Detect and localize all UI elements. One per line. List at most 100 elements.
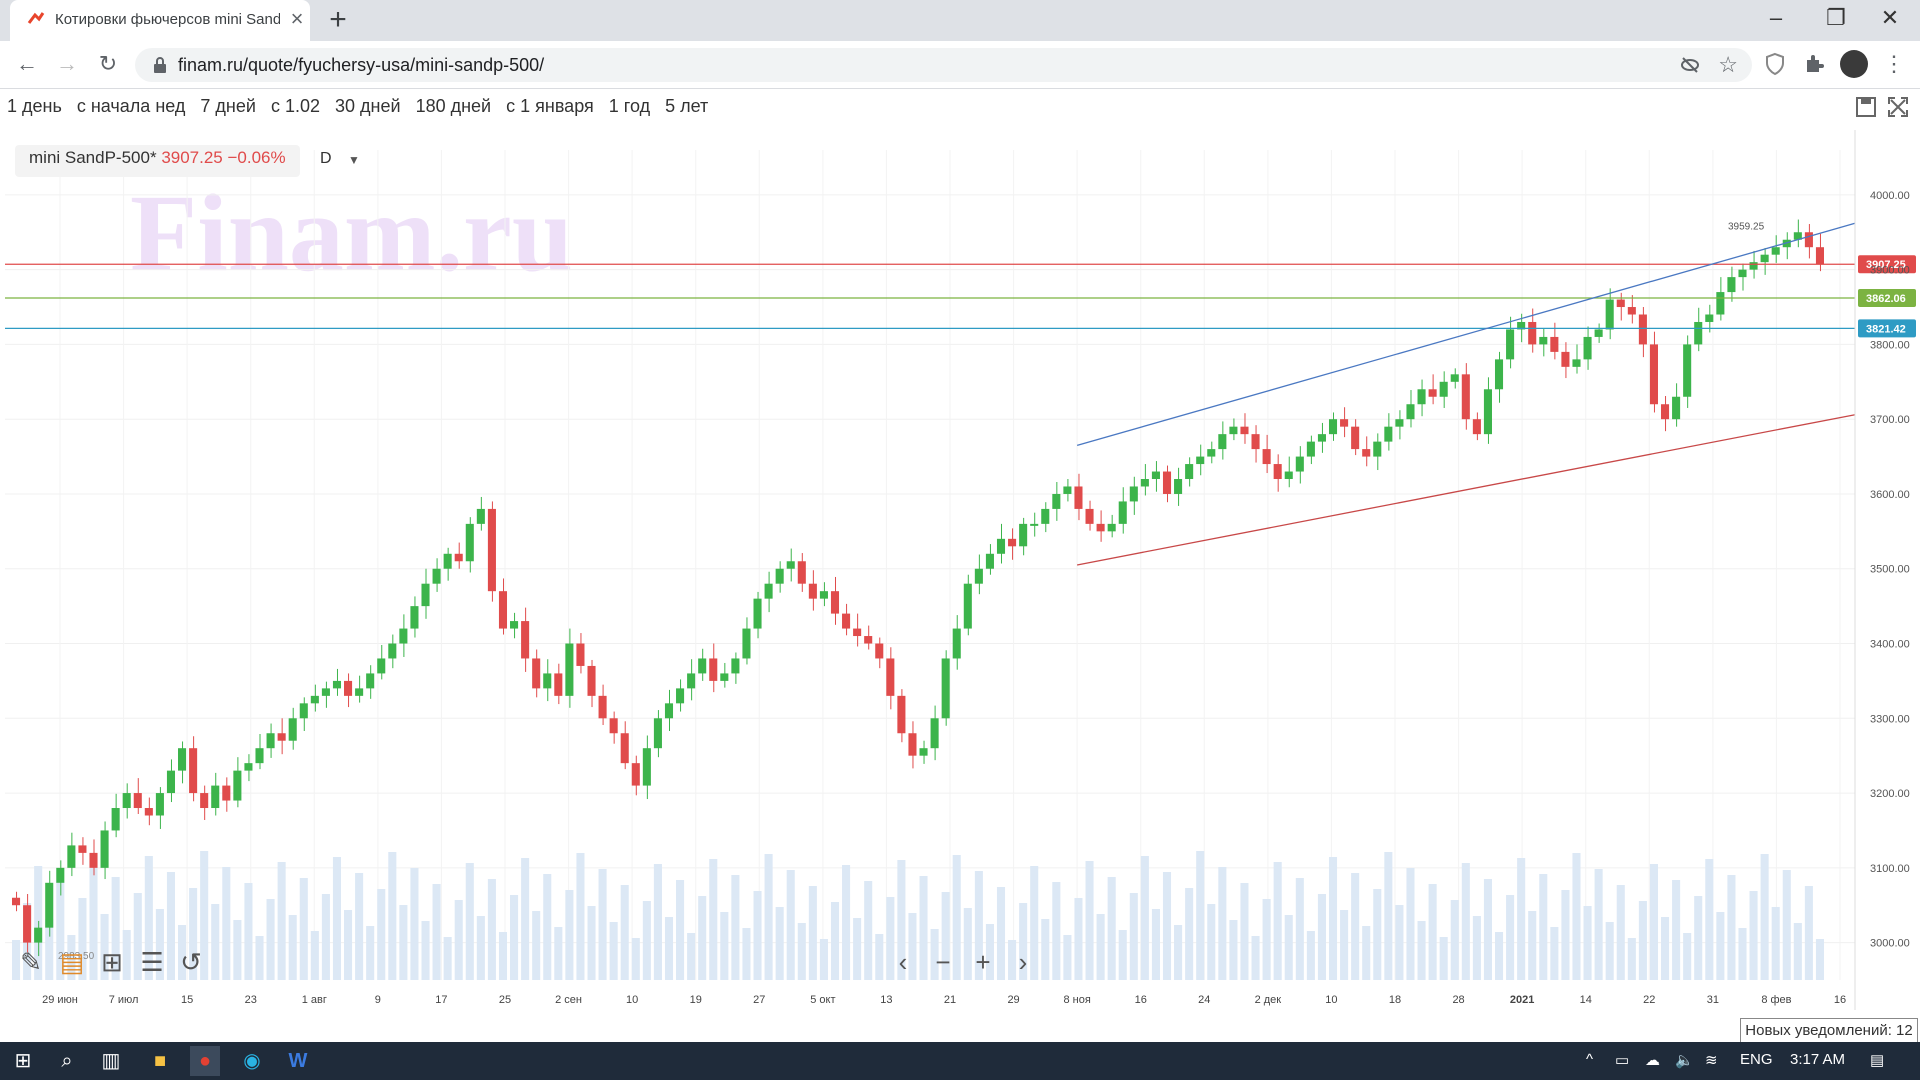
tray-chevron-icon[interactable]: ^ (1586, 1051, 1594, 1068)
volume-icon[interactable]: 🔈 (1675, 1052, 1694, 1069)
y-tick-label: 3400.00 (1870, 639, 1910, 651)
volume-bar (808, 886, 817, 980)
volume-bar (432, 884, 441, 980)
edge-icon[interactable]: ◉ (243, 1050, 261, 1072)
language-indicator[interactable]: ENG (1740, 1051, 1773, 1068)
period-week-to-date[interactable]: с начала нед (76, 96, 186, 116)
candle (908, 733, 917, 756)
back-icon[interactable]: ← (16, 51, 38, 76)
candle (1528, 321, 1537, 345)
candle (709, 658, 718, 681)
add-indicator-icon[interactable]: ⊞ (101, 947, 123, 977)
x-tick-label: 15 (181, 994, 193, 1006)
timeframe-dropdown-icon[interactable]: ▼ (348, 153, 360, 167)
windows-start-icon[interactable]: ⊞ (14, 1050, 32, 1072)
search-icon[interactable]: ⌕ (61, 1050, 73, 1072)
chrome-taskbar-icon[interactable]: ● (190, 1046, 220, 1076)
shield-extension-icon[interactable] (1763, 52, 1787, 76)
period-7-days[interactable]: 7 дней (200, 96, 256, 116)
candle (1229, 426, 1238, 435)
period-180-days[interactable]: 180 дней (415, 96, 492, 116)
onedrive-icon[interactable]: ☁ (1645, 1052, 1660, 1069)
time-axis: 29 июн 7 июл 15 23 1 авг 9 17 25 2 сен 10 19 27 5 ок… (42, 994, 1846, 1006)
volume-bar (144, 856, 153, 980)
scroll-right-icon[interactable]: › (1018, 947, 1028, 977)
volume-bar (388, 852, 397, 980)
candle (1483, 389, 1492, 435)
candle (1506, 329, 1515, 360)
extensions-puzzle-icon[interactable] (1802, 52, 1826, 76)
draw-brush-icon[interactable]: ✎ (20, 947, 42, 977)
candle (277, 733, 286, 741)
candle (45, 882, 54, 928)
word-icon[interactable]: W (288, 1050, 308, 1072)
notifications-toast[interactable]: Новых уведомлений: 12 (1740, 1018, 1918, 1044)
volume-bar (1793, 923, 1802, 980)
y-tick-label: 3900.00 (1870, 265, 1910, 277)
period-1-day[interactable]: 1 день (7, 96, 62, 116)
candle (1705, 314, 1714, 322)
volume-bar (1638, 901, 1647, 980)
profile-avatar[interactable] (1840, 50, 1868, 78)
candles (12, 219, 1824, 957)
volume-bar (1118, 930, 1127, 980)
volume-bar (1085, 861, 1094, 980)
volume-bar (930, 929, 939, 980)
file-explorer-icon[interactable]: ■ (153, 1050, 167, 1072)
close-tab-icon[interactable]: × (290, 6, 304, 31)
candle (299, 703, 308, 719)
volume-bar (753, 891, 762, 980)
fullscreen-icon[interactable] (1887, 96, 1909, 118)
volume-bar (720, 912, 729, 980)
save-icon[interactable] (1855, 96, 1877, 118)
lock-icon (154, 57, 166, 73)
volume-bar (310, 931, 319, 980)
clock[interactable]: 3:17 AM (1790, 1051, 1846, 1068)
candle (1008, 538, 1017, 547)
chrome-menu-icon[interactable]: ⋮ (1883, 51, 1905, 76)
settings-sliders-icon[interactable]: ☰ (140, 947, 164, 977)
period-30-days[interactable]: 30 дней (335, 96, 401, 116)
tab-title: Котировки фьючерсов mini SandP-500 — Fin… (55, 11, 280, 28)
volume-bar (1340, 910, 1349, 980)
maximize-icon[interactable]: ❐ (1826, 5, 1846, 30)
window-close-icon[interactable]: ✕ (1880, 5, 1900, 30)
candle (1716, 292, 1725, 315)
task-view-icon[interactable]: ▥ (101, 1050, 121, 1072)
reload-icon[interactable]: ↻ (98, 51, 118, 76)
volume-bar (1174, 925, 1183, 980)
timeframe-label[interactable]: D (320, 150, 332, 167)
browser-tab[interactable]: Котировки фьючерсов mini SandP-500 — Fin… (10, 0, 310, 41)
forward-icon[interactable]: → (56, 51, 78, 76)
eye-off-icon[interactable] (1680, 56, 1700, 74)
candle (321, 688, 330, 696)
network-icon[interactable]: ▭ (1615, 1052, 1630, 1069)
volume-bar (1627, 938, 1636, 980)
indicators-list-icon[interactable]: ▤ (59, 947, 85, 977)
new-tab-button[interactable]: + (329, 3, 347, 36)
candle (1295, 456, 1304, 472)
candle (1085, 508, 1094, 524)
volume-bar (1572, 853, 1581, 980)
reset-icon[interactable]: ↺ (180, 947, 202, 977)
scroll-left-icon[interactable]: ‹ (898, 947, 908, 977)
volume-bar (1218, 867, 1227, 980)
period-1-year[interactable]: 1 год (608, 96, 651, 116)
candle (952, 628, 961, 659)
zoom-in-icon[interactable]: + (975, 947, 991, 977)
period-year-to-date[interactable]: с 1 января (506, 96, 594, 116)
volume-bar (853, 918, 862, 980)
minimize-icon[interactable]: – (1769, 5, 1783, 30)
wifi-icon[interactable]: ≋ (1705, 1052, 1718, 1069)
address-bar[interactable]: finam.ru/quote/fyuchersy-usa/mini-sandp-… (135, 48, 1752, 82)
bookmark-star-icon[interactable]: ☆ (1718, 52, 1738, 77)
volume-bar (1008, 940, 1017, 980)
volume-bar (465, 863, 474, 980)
zoom-out-icon[interactable]: − (935, 947, 951, 977)
notifications-icon[interactable]: ▤ (1870, 1052, 1885, 1069)
price-chart[interactable]: Finam.ru 3907.253862.063821.423959.25298… (0, 130, 1920, 1010)
candle (166, 770, 176, 794)
period-5-years[interactable]: 5 лет (665, 96, 709, 116)
period-since-1-02[interactable]: с 1.02 (270, 96, 320, 116)
volume-bar (45, 919, 54, 980)
